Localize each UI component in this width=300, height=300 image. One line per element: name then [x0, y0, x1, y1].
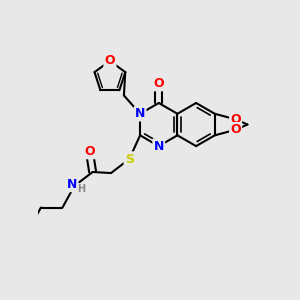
Text: O: O	[84, 145, 95, 158]
Text: H: H	[77, 184, 85, 194]
Text: O: O	[230, 123, 241, 136]
Text: N: N	[135, 107, 145, 120]
Text: O: O	[153, 77, 164, 90]
Text: N: N	[67, 178, 77, 191]
Text: S: S	[125, 152, 134, 166]
Text: N: N	[154, 140, 164, 153]
Text: O: O	[105, 54, 115, 68]
Text: O: O	[230, 113, 241, 126]
